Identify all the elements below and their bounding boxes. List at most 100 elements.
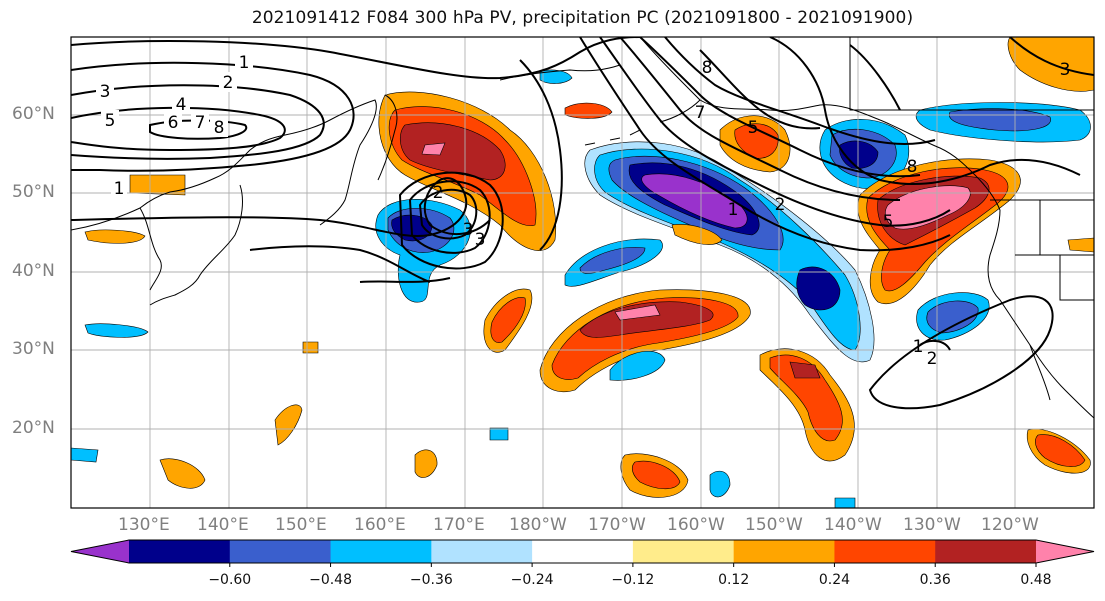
- coastlines: [71, 37, 1094, 419]
- pv-contour-cutoff-inner: [919, 339, 951, 351]
- pv-contour-1: [71, 37, 641, 80]
- pv-contours: [71, 37, 1094, 410]
- contour-label: 2: [775, 195, 786, 215]
- pv-contour-cutoff: [868, 295, 1054, 410]
- canada-border: [849, 37, 1094, 111]
- positive-anomaly: [1067, 237, 1094, 253]
- pv-contour-low-inner: [418, 188, 478, 240]
- contour-label: 2: [433, 183, 444, 203]
- pv-contour-labels: 1 2 3 4 5 6 7 8 1 2 3 3 8 7 5 1 2 5: [96, 52, 1070, 369]
- contour-label: 1: [728, 200, 739, 220]
- lat-label: 50°N: [12, 182, 55, 202]
- positive-anomaly: [579, 301, 714, 338]
- pv-contour-trough: [71, 177, 491, 237]
- negative-anomaly: [489, 427, 509, 441]
- contour-label: 1: [239, 53, 250, 73]
- negative-anomaly: [71, 447, 99, 463]
- colorbar-segment: [330, 540, 432, 563]
- korea-coastline: [139, 207, 162, 291]
- pv-contour-trough-east-1: [519, 59, 563, 251]
- contour-label: 3: [463, 220, 474, 240]
- map-area: 1 2 3 4 5 6 7 8 1 2 3 3 8 7 5 1 2 5: [71, 37, 1094, 508]
- lon-label: 170°E: [433, 515, 485, 535]
- us-state-borders: [1015, 200, 1094, 301]
- colorbar-tick-label: −0.48: [309, 572, 352, 588]
- pv-contour-trough-east-2: [579, 37, 951, 252]
- na-west-coastline: [987, 209, 1094, 419]
- colorbar-tick-label: −0.12: [611, 572, 655, 588]
- contour-label: 4: [176, 95, 187, 115]
- positive-anomaly: [734, 123, 779, 159]
- positive-anomaly: [400, 122, 506, 181]
- positive-anomaly: [631, 460, 681, 490]
- japan-coastline: [149, 184, 243, 306]
- colorbar-outline: [70, 539, 1095, 564]
- pv-contour-ridge-east-2: [849, 37, 1094, 111]
- lon-label: 160°E: [354, 515, 406, 535]
- positive-anomaly: [769, 354, 843, 442]
- positive-anomaly: [421, 142, 446, 156]
- lon-label: 150°W: [745, 515, 803, 535]
- positive-anomaly: [129, 174, 186, 196]
- colorbar-segment: [632, 540, 735, 563]
- lon-label: 140°E: [197, 515, 249, 535]
- pv-contour-ridge-east-3: [699, 49, 821, 130]
- colorbar-segment: [733, 540, 835, 563]
- positive-anomaly: [671, 224, 723, 245]
- contour-label: 5: [105, 111, 116, 131]
- pv-contour-low-mid: [408, 180, 491, 254]
- contour-label: 1: [114, 179, 125, 199]
- pv-contour-3: [71, 84, 325, 160]
- negative-anomaly: [84, 323, 149, 338]
- colorbar-tick-label: 0.12: [718, 572, 750, 588]
- negative-anomaly: [609, 351, 666, 381]
- colorbar-extension-max: [1036, 540, 1094, 563]
- negative-anomaly: [839, 140, 879, 169]
- colorbar-tick-label: 0.24: [818, 572, 851, 588]
- negative-anomaly: [709, 470, 731, 498]
- colorbar-segment: [431, 540, 533, 563]
- pv-contour-trough-east-4: [619, 37, 901, 201]
- contour-label: 8: [907, 157, 918, 177]
- negative-anomaly: [539, 69, 573, 84]
- pv-contour-trough-east-6: [664, 37, 936, 146]
- contour-label: 7: [195, 113, 206, 133]
- contour-label: 5: [883, 212, 894, 232]
- lat-label: 40°N: [12, 261, 55, 281]
- positive-anomaly: [1035, 434, 1086, 467]
- pv-contour-low-outer: [398, 171, 504, 270]
- positive-anomaly: [274, 404, 303, 446]
- colorbar-segment: [229, 540, 332, 563]
- positive-anomaly: [490, 297, 526, 343]
- positive-anomaly: [789, 361, 821, 379]
- lat-label: 30°N: [12, 339, 55, 359]
- negative-anomaly: [579, 247, 646, 274]
- contour-label: 2: [927, 349, 938, 369]
- pv-contour-ridge-east: [769, 37, 1081, 186]
- contour-label: 8: [702, 58, 713, 78]
- positive-anomaly: [159, 458, 206, 489]
- positive-anomaly: [614, 304, 661, 321]
- colorbar-tick-label: −0.24: [510, 572, 554, 588]
- contour-label: 3: [475, 230, 486, 250]
- pv-contour-trough-east-3: [599, 37, 951, 227]
- contour-label: 2: [223, 73, 234, 93]
- lon-label: 140°W: [824, 515, 882, 535]
- colorbar-tick-label: −0.60: [208, 572, 252, 588]
- lon-label: 150°E: [275, 515, 327, 535]
- asia-coastline: [71, 99, 377, 231]
- contour-label: 3: [1060, 60, 1071, 80]
- lon-label: 170°W: [588, 515, 646, 535]
- lon-label: 120°W: [981, 515, 1039, 535]
- lon-label: 130°E: [118, 515, 170, 535]
- lon-label: 130°W: [903, 515, 961, 535]
- colorbar-segment: [129, 540, 231, 563]
- colorbar-tick-label: 0.48: [1020, 572, 1052, 588]
- lon-label: 160°W: [667, 515, 725, 535]
- positive-anomaly: [84, 229, 146, 244]
- contour-label: 1: [913, 337, 924, 357]
- contour-label: 7: [695, 103, 706, 123]
- colorbar-segment: [935, 540, 1037, 563]
- lon-label: 180°W: [509, 515, 567, 535]
